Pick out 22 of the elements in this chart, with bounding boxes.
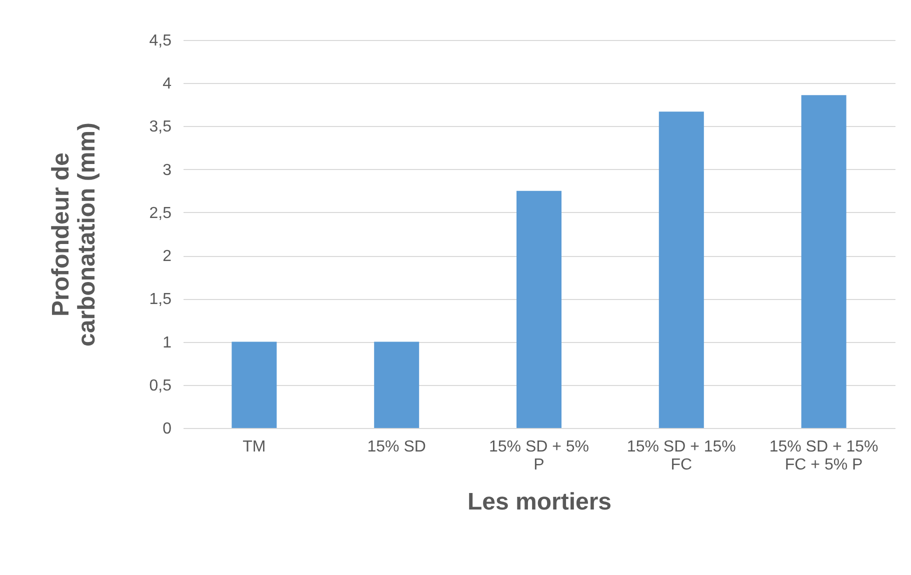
x-axis-title: Les mortiers <box>467 488 612 516</box>
y-tick-label: 1 <box>162 334 172 352</box>
x-tick-label: TM <box>242 438 266 456</box>
y-tick-label: 2 <box>162 248 172 266</box>
y-tick-label: 4 <box>162 76 172 93</box>
x-tick-label: 15% SD <box>367 438 426 456</box>
x-tick-label: 15% SD + 15% FC <box>626 438 736 474</box>
y-axis-title: Profondeur de carbonatation (mm) <box>47 122 100 347</box>
y-tick-label: 0 <box>162 420 172 438</box>
y-tick-label: 0,5 <box>149 377 172 394</box>
y-tick-label: 4,5 <box>149 32 172 50</box>
x-tick-label: 15% SD + 5% P <box>488 438 590 474</box>
bar <box>232 342 277 428</box>
x-tick-label: 15% SD + 15% FC + 5% P <box>769 438 878 474</box>
y-tick-label: 3 <box>162 162 172 179</box>
y-tick-label: 3,5 <box>149 118 172 136</box>
bar <box>801 95 846 428</box>
y-tick-label: 1,5 <box>149 291 172 308</box>
bar <box>374 342 420 428</box>
y-tick-label: 2,5 <box>149 204 172 222</box>
bar <box>516 190 562 428</box>
bar <box>658 112 704 428</box>
